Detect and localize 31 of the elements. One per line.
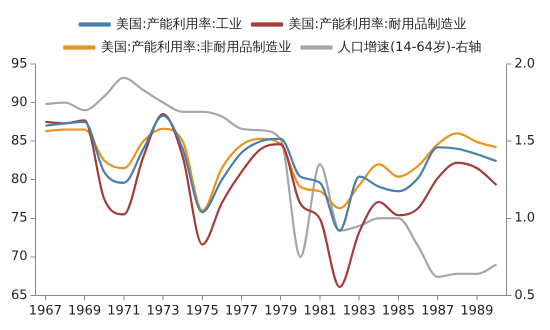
legend-label: 美国:产能利用率:非耐用品制造业 xyxy=(100,38,292,55)
line-series xyxy=(44,76,498,278)
x-tick-label: 1975 xyxy=(186,304,219,319)
y-tick-label: 85 xyxy=(10,134,28,149)
y2-tick-label: 2.0 xyxy=(514,56,536,72)
x-tick-label: 1967 xyxy=(28,304,62,319)
legend-label: 美国:产能利用率:工业 xyxy=(116,16,242,32)
x-tick-label: 1985 xyxy=(382,304,415,319)
x-tick-label: 1973 xyxy=(146,304,180,319)
x-tick-label: 1989 xyxy=(460,304,494,319)
x-tick-label: 1979 xyxy=(264,304,298,319)
y-tick-label: 90 xyxy=(10,94,28,110)
y-tick-label: 75 xyxy=(10,210,28,226)
x-tick-label: 1969 xyxy=(68,304,102,319)
y-tick-label: 70 xyxy=(10,249,28,264)
x-tick-label: 1987 xyxy=(421,304,454,319)
x-tick-label: 1983 xyxy=(342,304,376,319)
line-series xyxy=(44,113,498,288)
y2-tick-label: 0.5 xyxy=(514,288,536,303)
y2-tick-label: 1.0 xyxy=(514,210,536,226)
y-tick-label: 95 xyxy=(10,56,28,72)
legend-label: 美国:产能利用率:耐用品制造业 xyxy=(288,16,466,32)
line-series xyxy=(44,114,498,232)
legend-label: 人口增速(14-64岁)-右轴 xyxy=(338,40,482,55)
line-series xyxy=(44,128,498,212)
x-tick-label: 1981 xyxy=(303,304,337,319)
y2-tick-label: 1.5 xyxy=(514,134,536,149)
y-tick-label: 80 xyxy=(10,172,28,188)
y-tick-label: 65 xyxy=(10,288,28,303)
x-tick-label: 1971 xyxy=(107,304,140,319)
x-tick-label: 1977 xyxy=(224,304,258,319)
